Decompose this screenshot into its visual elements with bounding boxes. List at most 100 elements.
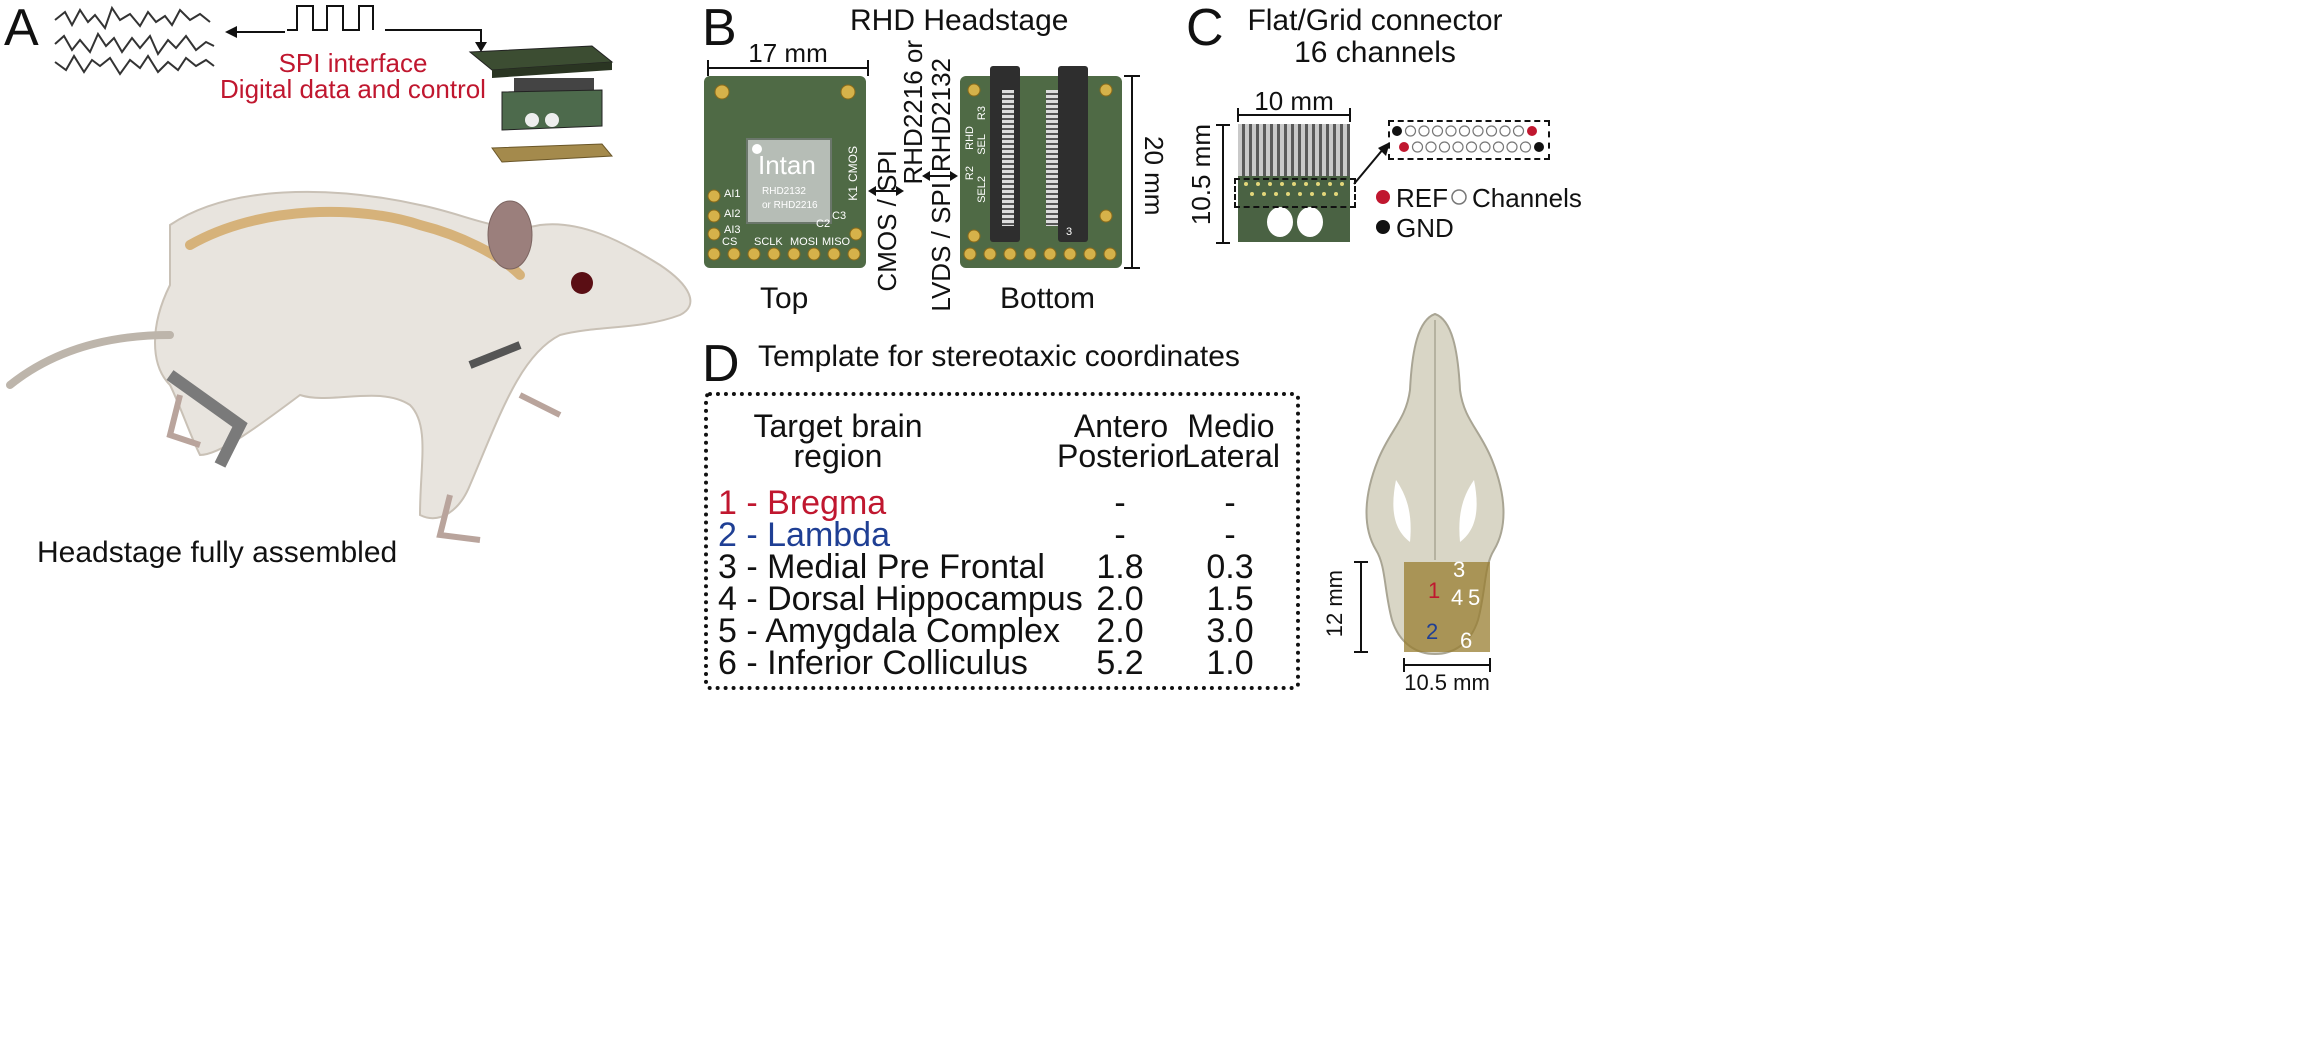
channel-pin	[1485, 125, 1498, 137]
panel-letter-d: D	[702, 335, 740, 393]
chip-brand-label: Intan	[758, 150, 816, 180]
channel-pin	[1445, 125, 1457, 137]
headstage-assembled-caption: Headstage fully assembled	[37, 536, 398, 569]
row-ap: -	[1114, 516, 1126, 554]
channel-pin	[1425, 141, 1437, 153]
pcb-bottom-board: RHD R3 SEL R2 SEL2 3	[960, 66, 1122, 268]
skull-marker-6: 6	[1460, 628, 1473, 653]
pcb-height-dimension-line	[1124, 75, 1140, 269]
channel-pin	[1492, 141, 1505, 153]
zoom-arrow-icon	[1353, 142, 1390, 185]
panel-letter-a: A	[4, 0, 39, 57]
legend-channels-label: Channels	[1472, 183, 1582, 213]
pin-map-box	[1388, 120, 1550, 160]
pcb-mosi-label: MOSI	[790, 236, 819, 248]
header-ml-line2: Lateral	[1182, 438, 1280, 474]
pcb-width-dimension-line	[707, 60, 869, 76]
channel-pin	[1452, 141, 1464, 153]
row-ml: -	[1224, 516, 1236, 554]
header-ap-line1: Antero	[1073, 408, 1169, 444]
channel-pin	[1512, 125, 1525, 137]
gnd-legend-icon	[1376, 220, 1390, 234]
panel-c-title-line2: 16 channels	[1294, 36, 1456, 69]
row-ap: 2.0	[1096, 612, 1144, 650]
row-region: 2 - Lambda	[718, 516, 890, 554]
skull-marker-1: 1	[1428, 578, 1441, 603]
connector-height-dimension-line	[1216, 124, 1230, 244]
channel-pin	[1472, 125, 1484, 137]
skull-height-label: 12 mm	[1322, 570, 1347, 638]
spi-digital-data-label: Digital data and control	[220, 74, 486, 104]
panel-c-title-line1: Flat/Grid connector	[1247, 4, 1503, 37]
header-region-line2: region	[793, 438, 883, 474]
pcb-top-label: Top	[760, 282, 809, 315]
pcb-top-pads	[707, 84, 863, 261]
channel-pin	[1506, 141, 1518, 153]
panel-letter-b: B	[702, 0, 737, 57]
pcb-num3-label: 3	[1066, 226, 1073, 238]
spi-interface-label: SPI interface	[278, 48, 428, 78]
pcb-miso-label: MISO	[822, 236, 851, 248]
legend-gnd-label: GND	[1396, 213, 1454, 243]
flat-grid-connector	[1238, 124, 1350, 242]
chip-model-label-2: or RHD2216	[762, 200, 818, 211]
channel-pin	[1458, 125, 1471, 137]
row-region: 4 - Dorsal Hippocampus	[718, 580, 1083, 618]
header-ap-line2: Posterior	[1056, 438, 1186, 474]
row-ml: 3.0	[1206, 612, 1254, 650]
pcb-c3-label: C3	[832, 210, 847, 222]
legend-ref-label: REF	[1396, 183, 1448, 213]
row-ap: 5.2	[1096, 644, 1144, 682]
pcb-ai1-label: AI1	[724, 188, 741, 200]
table-row: 4 - Dorsal Hippocampus 2.0 1.5	[708, 580, 1296, 624]
rat-illustration	[6, 190, 692, 543]
row-region: 5 - Amygdala Complex	[718, 612, 1061, 650]
square-wave-icon	[287, 5, 374, 31]
chip-model-label-1: RHD2132	[762, 186, 806, 197]
gnd-pin	[1534, 142, 1544, 152]
row-ml: 1.0	[1206, 644, 1254, 682]
headstage-exploded-illustration	[468, 45, 614, 163]
skull-height-dimension-line	[1354, 561, 1368, 653]
skull-marker-5: 5	[1468, 585, 1481, 610]
row-ap: -	[1114, 484, 1126, 522]
skull-marker-2: 2	[1426, 619, 1439, 644]
channels-legend-icon	[1451, 189, 1467, 205]
channel-pin	[1404, 125, 1417, 137]
row-ml: 0.3	[1206, 548, 1254, 586]
cmos-spi-arrow-icon	[868, 186, 904, 196]
skull-marker-4: 4	[1451, 585, 1464, 610]
ref-pin	[1399, 142, 1409, 152]
pcb-cs-label: CS	[722, 236, 738, 248]
channel-pin	[1499, 125, 1511, 137]
ref-legend-icon	[1376, 190, 1390, 204]
connector-width-dimension-line	[1237, 108, 1351, 122]
pin-map-diagram	[1392, 125, 1544, 153]
header-region-line1: Target brain	[753, 408, 923, 444]
coordinates-table: Target brain region Antero Posterior Med…	[704, 392, 1300, 690]
table-row: 3 - Medial Pre Frontal 1.8 0.3	[708, 548, 1296, 592]
header-ml-line1: Medio	[1187, 408, 1275, 444]
row-region: 3 - Medial Pre Frontal	[718, 548, 1045, 586]
channel-pin	[1465, 141, 1478, 153]
connector-right	[1058, 66, 1088, 242]
skull-width-label: 10.5 mm	[1404, 670, 1490, 695]
row-region: 1 - Bregma	[718, 484, 887, 522]
gnd-pin	[1392, 126, 1402, 136]
intan-chip: Intan RHD2132 or RHD2216	[746, 138, 832, 224]
pcb-bottom-pads	[963, 83, 1117, 261]
pcb-bottom-label: Bottom	[1000, 282, 1096, 315]
connector-pads	[1244, 182, 1344, 237]
channel-pin	[1479, 141, 1491, 153]
panel-b-title: RHD Headstage	[850, 4, 1069, 37]
panel-d-title: Template for stereotaxic coordinates	[758, 340, 1240, 373]
pcb-ai2-label: AI2	[724, 208, 741, 220]
arrow-down-right-icon	[385, 29, 487, 52]
pcb-width-label: 17 mm	[748, 38, 828, 68]
pcb-top-board: Intan RHD2132 or RHD2216 CMOS K1 C3 C2 A…	[704, 76, 866, 268]
eeg-traces-icon	[54, 5, 215, 76]
table-row: 6 - Inferior Colliculus 5.2 1.0	[708, 644, 1296, 688]
channel-pin	[1411, 141, 1424, 153]
row-ml: -	[1224, 484, 1236, 522]
lvds-spi-arrow-icon	[922, 171, 958, 181]
